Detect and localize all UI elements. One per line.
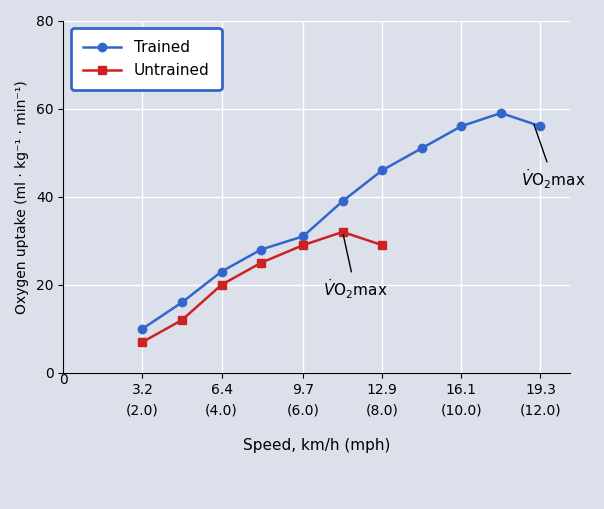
Trained xyxy=(458,123,465,129)
Untrained xyxy=(300,242,307,248)
Legend: Trained, Untrained: Trained, Untrained xyxy=(71,28,222,90)
Line: Untrained: Untrained xyxy=(138,228,387,346)
Trained xyxy=(257,246,265,252)
X-axis label: Speed, km/h (mph): Speed, km/h (mph) xyxy=(243,438,390,454)
Untrained xyxy=(218,282,225,288)
Text: (12.0): (12.0) xyxy=(519,404,561,417)
Text: (6.0): (6.0) xyxy=(287,404,320,417)
Untrained xyxy=(257,260,265,266)
Text: (4.0): (4.0) xyxy=(205,404,238,417)
Untrained xyxy=(139,339,146,345)
Trained xyxy=(178,299,185,305)
Y-axis label: Oxygen uptake (ml · kg⁻¹ · min⁻¹): Oxygen uptake (ml · kg⁻¹ · min⁻¹) xyxy=(15,80,29,314)
Trained xyxy=(379,167,386,174)
Untrained xyxy=(379,242,386,248)
Untrained xyxy=(178,317,185,323)
Trained xyxy=(218,269,225,275)
Trained xyxy=(139,326,146,332)
Text: $\dot{V}$O$_2$max: $\dot{V}$O$_2$max xyxy=(521,124,585,191)
Text: (2.0): (2.0) xyxy=(126,404,159,417)
Trained xyxy=(300,233,307,239)
Text: 0: 0 xyxy=(59,373,68,387)
Trained xyxy=(537,123,544,129)
Text: (10.0): (10.0) xyxy=(440,404,482,417)
Line: Trained: Trained xyxy=(138,109,545,333)
Trained xyxy=(497,110,504,116)
Text: (8.0): (8.0) xyxy=(366,404,399,417)
Untrained xyxy=(339,229,346,235)
Trained xyxy=(339,198,346,204)
Text: $\dot{V}$O$_2$max: $\dot{V}$O$_2$max xyxy=(323,235,387,301)
Trained xyxy=(418,145,425,151)
